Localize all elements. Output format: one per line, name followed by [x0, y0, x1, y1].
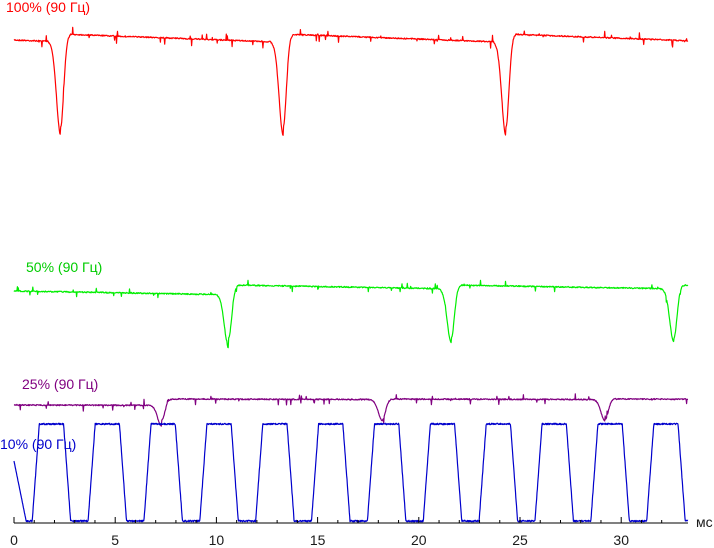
- series-label-50: 50% (90 Гц): [26, 259, 102, 275]
- x-tick-label: 15: [310, 532, 326, 548]
- series-line-10: [13, 422, 689, 523]
- series-label-10: 10% (90 Гц): [0, 436, 76, 452]
- series-layer: [13, 26, 689, 523]
- series-label-25: 25% (90 Гц): [22, 376, 98, 392]
- x-tick-label: 10: [209, 532, 225, 548]
- x-tick-label: 20: [411, 532, 427, 548]
- series-line-50: [13, 279, 689, 349]
- x-tick-label: 5: [111, 532, 119, 548]
- x-tick-label: 0: [10, 532, 18, 548]
- x-ticks: 0 5 10 15 20 25 30: [10, 517, 663, 548]
- x-tick-label: 25: [512, 532, 528, 548]
- x-unit-label: мс: [696, 514, 713, 530]
- series-line-100: [13, 26, 689, 136]
- series-label-100: 100% (90 Гц): [6, 0, 90, 15]
- x-tick-label: 30: [613, 532, 629, 548]
- series-line-25: [13, 393, 689, 427]
